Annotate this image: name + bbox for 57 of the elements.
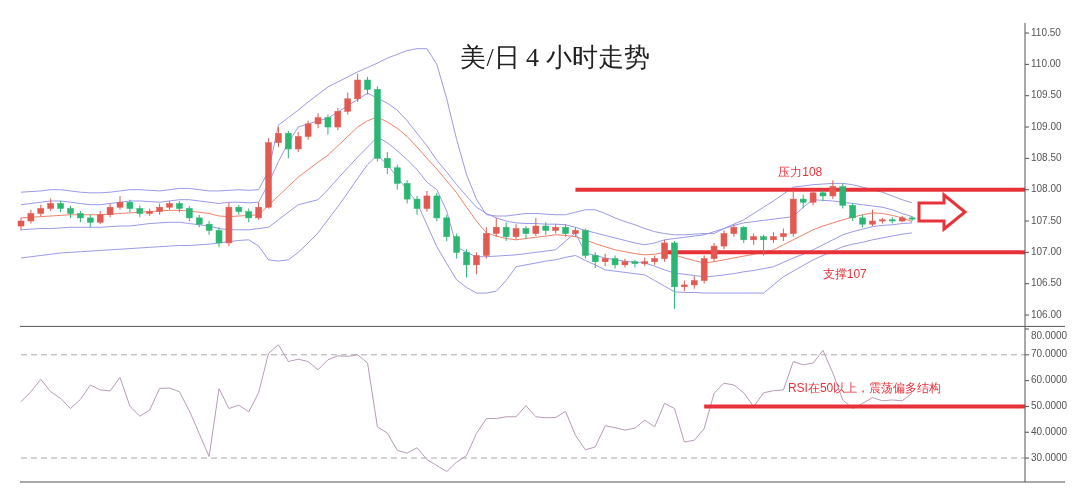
y-tick-label: 30.0000 — [1031, 451, 1068, 463]
y-tick-label: 70.0000 — [1031, 348, 1068, 360]
candlestick — [294, 131, 302, 153]
y-tick-label: 108.50 — [1031, 152, 1063, 163]
candlestick — [473, 251, 480, 275]
candlestick — [463, 248, 470, 278]
candlestick — [483, 226, 490, 260]
candlestick — [443, 214, 450, 242]
candlestick — [760, 234, 767, 256]
candlestick — [839, 182, 847, 209]
candlestick — [710, 242, 718, 263]
y-tick-label: 109.50 — [1031, 89, 1063, 101]
candlestick — [344, 92, 351, 115]
y-tick-label: 40.0000 — [1031, 425, 1068, 437]
y-tick-label: 110.50 — [1031, 26, 1062, 38]
candlestick — [324, 114, 332, 136]
candlestick — [403, 179, 411, 204]
series-label: RSI在50以上，震荡偏多结构 — [787, 381, 942, 396]
candlestick — [275, 126, 282, 148]
candlestick — [304, 120, 312, 141]
candlestick — [631, 259, 639, 268]
y-tick-label: 106.00 — [1031, 308, 1063, 320]
y-tick-label: 107.50 — [1031, 214, 1063, 226]
y-tick-label: 110.00 — [1031, 58, 1062, 70]
candlestick — [285, 130, 292, 159]
y-tick-label: 107.00 — [1031, 245, 1063, 257]
y-tick-label: 106.50 — [1031, 277, 1063, 289]
candlestick — [502, 221, 510, 242]
y-tick-label: 60.0000 — [1031, 374, 1068, 386]
candlestick — [116, 195, 124, 211]
candlestick — [433, 192, 441, 222]
candlestick — [661, 239, 668, 263]
candlestick — [314, 112, 322, 129]
candlestick — [423, 190, 431, 213]
candlestick — [700, 254, 708, 285]
candlestick — [453, 233, 460, 260]
candlestick — [384, 151, 391, 175]
candlestick — [354, 73, 361, 103]
candlestick — [819, 189, 827, 202]
candlestick — [720, 229, 728, 250]
candlestick — [334, 107, 342, 131]
series-label: 压力108 — [778, 164, 823, 179]
candlestick — [522, 225, 530, 240]
candlestick — [611, 254, 619, 270]
y-tick-label: 80.0000 — [1031, 329, 1068, 341]
y-tick-label: 50.0000 — [1031, 400, 1068, 412]
text: 美/日 4 小时走势 — [460, 43, 650, 72]
candlestick — [730, 223, 738, 238]
candlestick — [829, 179, 837, 200]
candlestick — [413, 195, 421, 216]
y-tick-label: 108.00 — [1031, 183, 1063, 195]
candlestick — [215, 226, 223, 248]
series-label: 支撑107 — [822, 267, 868, 282]
candlestick — [393, 164, 401, 191]
y-tick-label: 109.00 — [1031, 120, 1063, 132]
candlestick — [493, 217, 500, 238]
candlestick — [532, 217, 540, 237]
